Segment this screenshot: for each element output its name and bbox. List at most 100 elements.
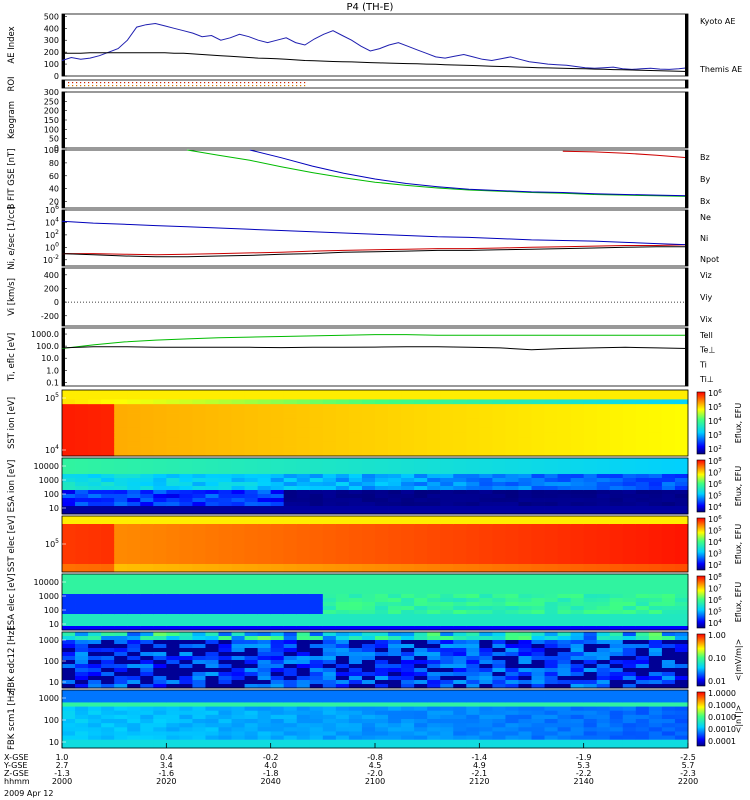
heat-cell (492, 626, 506, 631)
heat-cell (322, 423, 337, 429)
heat-cell (388, 441, 402, 447)
heat-cell (674, 458, 689, 463)
heat-cell (270, 418, 285, 424)
heat-cell (427, 610, 441, 615)
heat-cell (648, 676, 663, 681)
xrow-value: 5.7 (682, 761, 695, 770)
cbtick-spec2: 108 (708, 457, 722, 466)
heat-cell (674, 451, 689, 457)
heat-cell (244, 723, 259, 728)
heat-cell (453, 614, 467, 619)
heat-cell (583, 432, 598, 438)
heat-cell (453, 451, 467, 457)
heat-cell (375, 408, 389, 414)
heat-cell (388, 423, 402, 429)
heat-cell (401, 556, 415, 561)
xrow-value: 2.7 (56, 761, 69, 770)
heat-cell (348, 437, 363, 443)
heat-cell (361, 478, 376, 483)
heat-cell (361, 680, 376, 685)
heat-cell (388, 672, 402, 677)
heat-cell (257, 743, 272, 749)
heat-cell (479, 451, 493, 457)
heat-cell (427, 743, 441, 749)
heat-cell (114, 413, 128, 419)
heat-cell (140, 494, 154, 499)
heat-cell (466, 451, 480, 457)
heat-cell (557, 694, 572, 699)
roi-dot (256, 85, 258, 87)
heat-cell (179, 564, 193, 569)
heat-cell (518, 739, 532, 745)
heat-cell (466, 390, 480, 396)
heat-cell (205, 474, 219, 479)
heat-cell (192, 446, 206, 452)
ytick-temperature: 0.1 (46, 378, 59, 387)
heat-cell (375, 660, 389, 665)
heat-cell (479, 548, 493, 553)
heat-cell (309, 684, 324, 689)
heat-cell (414, 548, 428, 553)
heat-cell (101, 462, 115, 467)
heat-cell (557, 413, 572, 419)
heat-cell (205, 656, 219, 661)
heat-cell (414, 423, 428, 429)
heat-cell (635, 698, 650, 703)
heat-cell (609, 735, 624, 741)
heat-cell (361, 723, 376, 728)
heat-cell (583, 560, 598, 565)
roi-dot (288, 85, 290, 87)
heat-cell (283, 540, 298, 545)
heat-cell (648, 466, 663, 471)
heat-cell (375, 582, 389, 587)
heat-cell (322, 418, 337, 424)
heat-cell (661, 528, 676, 533)
roi-dot (116, 85, 118, 87)
heat-cell (257, 719, 272, 724)
heat-cell (231, 636, 245, 641)
heat-cell (309, 466, 324, 471)
heat-cell (674, 636, 689, 641)
heat-cell (674, 676, 689, 681)
ytick-velocity: 400 (44, 271, 59, 280)
heat-cell (114, 506, 128, 511)
heat-cell (622, 390, 637, 396)
roi-dot (168, 85, 170, 87)
heat-cell (453, 690, 467, 695)
roi-dot (280, 82, 282, 84)
heat-cell (531, 574, 545, 579)
heat-cell (453, 462, 467, 467)
heat-cell (166, 618, 180, 623)
heat-cell (335, 540, 350, 545)
heat-cell (635, 626, 650, 631)
heat-cell (622, 432, 637, 438)
heat-cell (401, 598, 415, 603)
heat-cell (257, 640, 272, 645)
heat-cell (218, 466, 232, 471)
roi-dot (260, 85, 262, 87)
heat-cell (466, 520, 480, 525)
heat-cell (75, 516, 89, 521)
heat-cell (414, 656, 428, 661)
heat-cell (544, 690, 558, 695)
heat-cell (453, 560, 467, 565)
heat-cell (479, 664, 493, 669)
xrow-value: -1.3 (54, 769, 70, 778)
heat-cell (544, 668, 558, 673)
heat-cell (218, 676, 232, 681)
heat-cell (140, 524, 154, 529)
heat-cell (596, 743, 611, 749)
heat-cell (388, 606, 402, 611)
heat-cell (388, 610, 402, 615)
heat-cell (648, 498, 663, 503)
heat-cell (166, 672, 180, 677)
heat-cell (205, 470, 219, 475)
heat-cell (492, 719, 506, 724)
heat-cell (101, 540, 115, 545)
heat-cell (557, 668, 572, 673)
heat-cell (257, 446, 272, 452)
heat-cell (231, 458, 245, 463)
heat-cell (531, 656, 545, 661)
cblabel-spec3: Eflux, EFU (734, 524, 743, 565)
heat-cell (322, 574, 337, 579)
